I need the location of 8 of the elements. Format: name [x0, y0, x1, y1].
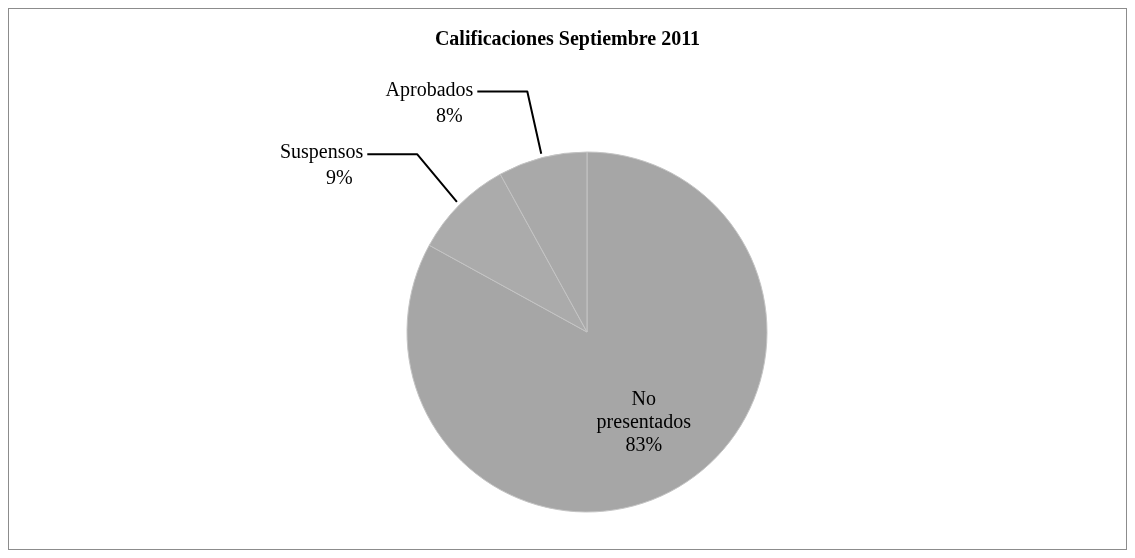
- slice-label: Aprobados: [385, 77, 474, 101]
- chart-title: Calificaciones Septiembre 2011: [433, 27, 702, 50]
- slice-label: Suspensos: [279, 140, 364, 164]
- data-label: 9%: [325, 166, 353, 189]
- data-label: 8%: [435, 103, 463, 126]
- slice-label: No presentados: [596, 387, 692, 434]
- pie-slice: [406, 151, 768, 513]
- data-label: 83%: [625, 433, 663, 456]
